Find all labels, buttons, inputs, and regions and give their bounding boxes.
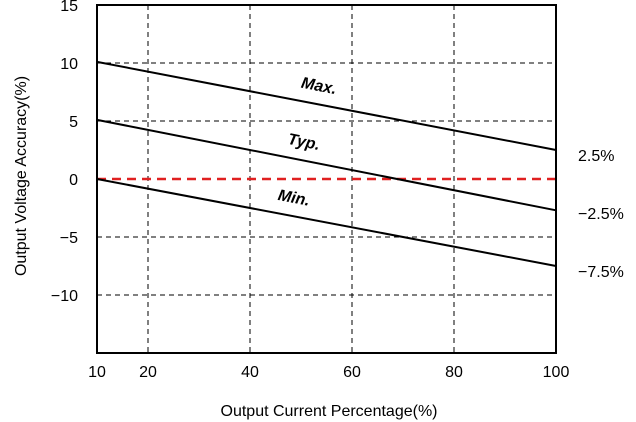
end-value-label: −2.5%: [578, 206, 624, 223]
series-line-typ: [96, 118, 557, 212]
series-labels: Max. Typ. Min.: [277, 75, 338, 210]
x-tick-labels: 10 20 40 60 80 100: [88, 364, 569, 381]
y-tick-label: 0: [69, 172, 78, 189]
plot-frame: [96, 4, 557, 354]
y-tick-label: −10: [51, 288, 78, 305]
x-tick-label: 40: [241, 364, 259, 381]
x-tick-label: 20: [139, 364, 157, 381]
series-lines: [96, 60, 557, 267]
x-axis-label: Output Current Percentage(%): [221, 403, 438, 420]
y-tick-label: 10: [60, 56, 78, 73]
series-line-max: [96, 60, 557, 151]
series-label-typ: Typ.: [286, 131, 321, 154]
y-axis-label: Output Voltage Accuracy(%): [13, 76, 30, 276]
x-tick-label: 100: [543, 364, 570, 381]
series-label-min: Min.: [277, 187, 312, 210]
y-tick-label: −5: [60, 230, 78, 247]
x-tick-label: 60: [343, 364, 361, 381]
series-line-min: [96, 178, 557, 267]
grid-lines: [97, 5, 556, 353]
x-tick-label: 10: [88, 364, 106, 381]
x-tick-label: 80: [445, 364, 463, 381]
y-tick-label: 15: [60, 0, 78, 15]
series-label-max: Max.: [300, 75, 338, 98]
end-value-label: −7.5%: [578, 264, 624, 281]
y-tick-label: 5: [69, 114, 78, 131]
end-value-labels: 2.5% −2.5% −7.5%: [578, 148, 624, 281]
end-value-label: 2.5%: [578, 148, 614, 165]
y-tick-labels: 15 10 5 0 −5 −10: [51, 0, 78, 305]
